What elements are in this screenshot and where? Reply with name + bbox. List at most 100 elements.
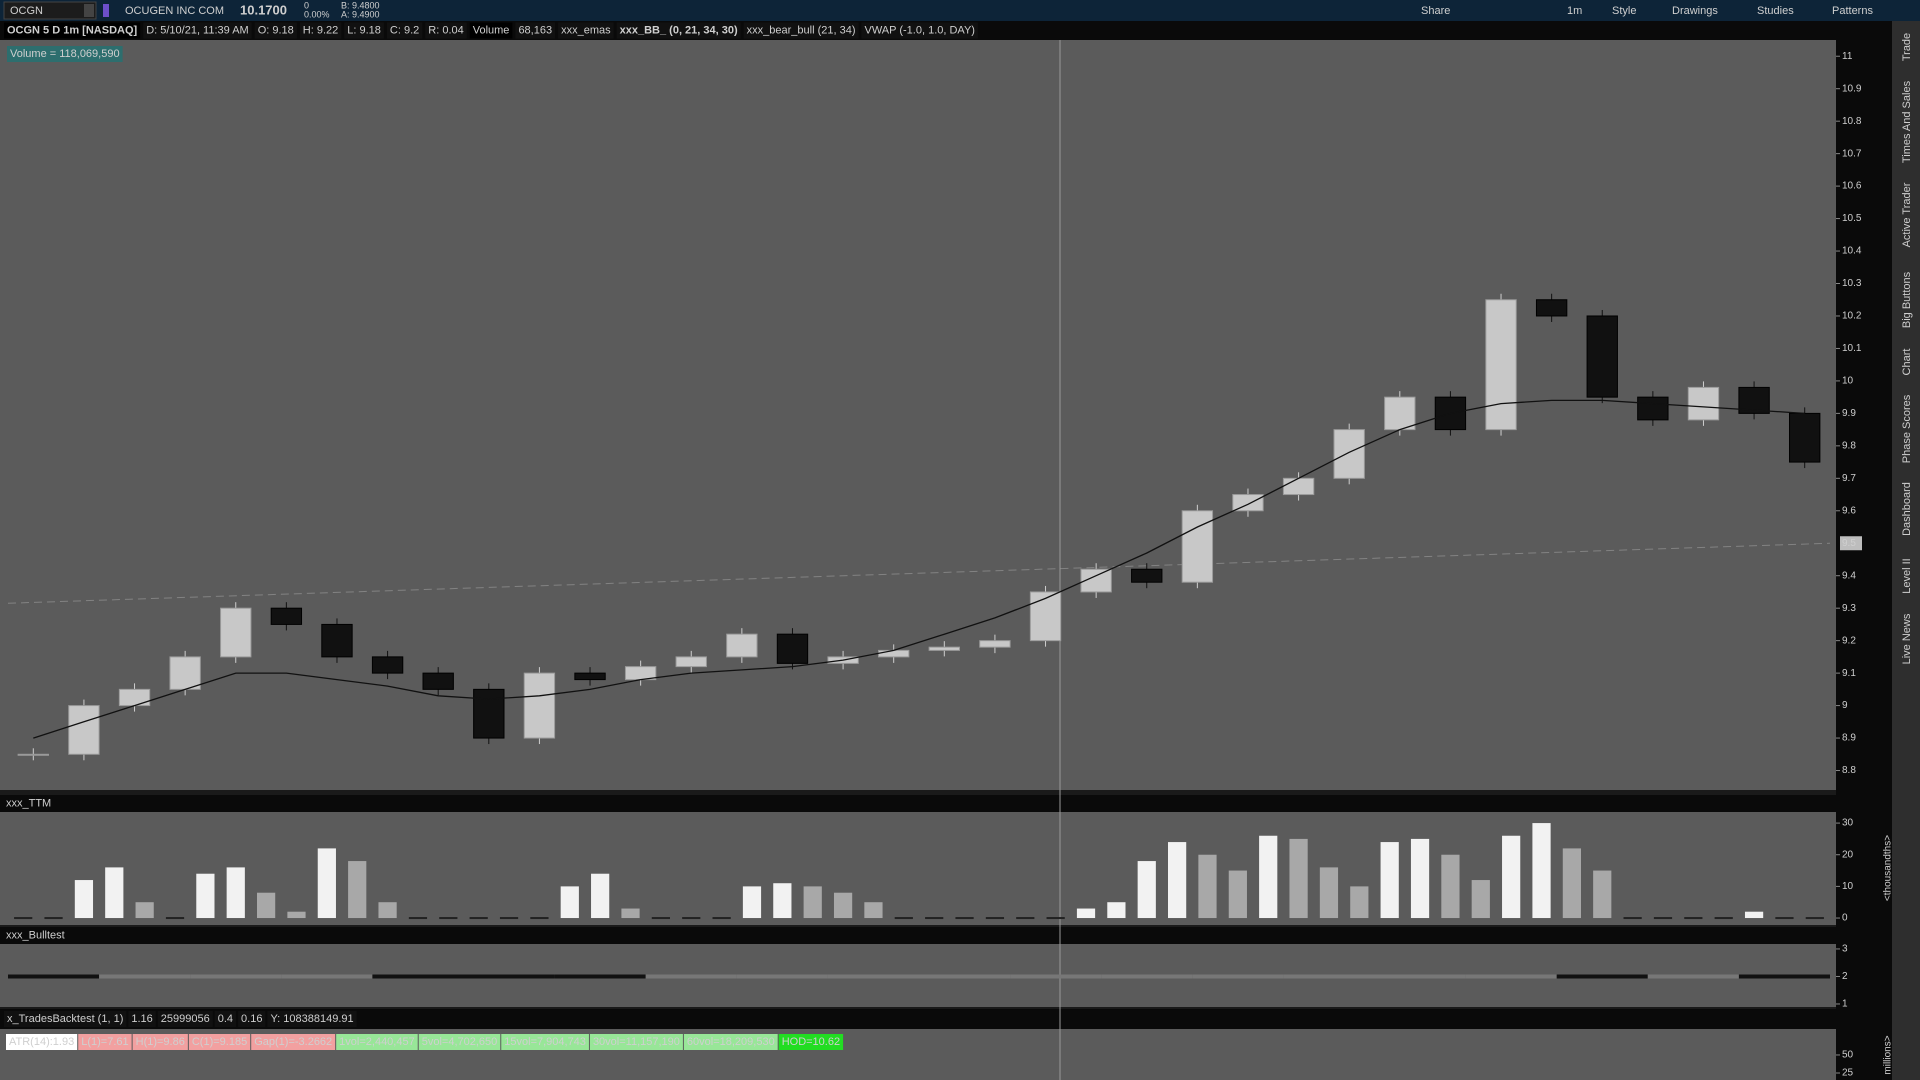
ttm-bar xyxy=(1016,917,1035,920)
net-change: 0 xyxy=(304,0,309,10)
y-tick-label: 9.9 xyxy=(1842,408,1856,419)
side-tab[interactable]: Times And Sales xyxy=(1901,80,1913,163)
study-label-bg xyxy=(418,1034,501,1050)
y-tick-label: 11 xyxy=(1842,51,1853,62)
ttm-bar xyxy=(499,917,519,920)
price-axis xyxy=(1836,21,1892,1080)
study-label: ATR(14):1.93 xyxy=(9,1036,74,1048)
ttm-bar xyxy=(591,873,610,919)
backtest-bar xyxy=(0,1009,1836,1029)
y-tick-label: 10.6 xyxy=(1842,181,1862,192)
ttm-bar xyxy=(742,886,762,919)
toolbar-button[interactable]: Style xyxy=(1612,5,1636,17)
ttm-pane xyxy=(0,812,1836,925)
candle xyxy=(1637,396,1669,421)
y-tick-label: 10.1 xyxy=(1842,343,1862,354)
ohlc-value: C: 9.2 xyxy=(390,24,419,36)
side-tab[interactable]: Level II xyxy=(1901,558,1913,593)
y-tick-label: 50 xyxy=(1842,1050,1854,1061)
volume-label: Volume xyxy=(473,24,510,36)
ttm-bar xyxy=(1198,854,1217,919)
ttm-bar xyxy=(1593,870,1612,919)
ttm-bar xyxy=(1684,917,1703,920)
candle xyxy=(270,607,303,625)
ttm-bar xyxy=(1653,917,1673,920)
ttm-bar xyxy=(1532,823,1551,919)
y-tick-label: 9.7 xyxy=(1842,473,1856,484)
ohlc-value-bg xyxy=(254,22,297,39)
company-name: OCUGEN INC COM xyxy=(125,5,224,17)
candle xyxy=(1232,494,1264,512)
backtest-value-bg xyxy=(157,1011,213,1027)
toolbar-button[interactable]: Share xyxy=(1421,5,1450,17)
candle xyxy=(1485,299,1517,431)
y-tick-label: 9 xyxy=(1842,700,1848,711)
candle xyxy=(1789,412,1821,463)
ttm-bar xyxy=(955,917,974,920)
ema-line xyxy=(33,399,1805,739)
side-tab[interactable]: Phase Scores xyxy=(1901,394,1913,463)
y-tick-label: 8.9 xyxy=(1842,733,1856,744)
symbol-dropdown[interactable] xyxy=(84,4,94,17)
bid: B: 9.4800 xyxy=(341,0,380,10)
candle xyxy=(1080,568,1112,593)
ttm-bar xyxy=(621,908,640,919)
ttm-bar xyxy=(560,886,579,919)
side-tab[interactable]: Chart xyxy=(1901,349,1913,376)
study-label: C(1)=9.185 xyxy=(192,1036,247,1048)
ttm-bar xyxy=(1805,917,1824,920)
ttm-bar xyxy=(1289,838,1308,919)
toolbar-button[interactable]: Drawings xyxy=(1672,5,1718,17)
pct-change: 0.00% xyxy=(304,9,330,19)
ttm-bar xyxy=(712,917,731,920)
study-label: 30vol=11,157,190 xyxy=(593,1036,680,1048)
side-tab[interactable]: Big Buttons xyxy=(1901,271,1913,328)
ohlc-value-bg xyxy=(299,22,342,39)
ttm-bar xyxy=(1775,917,1794,920)
study-label-bg xyxy=(589,1034,683,1050)
ttm-bar xyxy=(74,880,94,919)
backtest-value-bg xyxy=(267,1011,357,1027)
bar-date-bg xyxy=(143,22,252,39)
ttm-bar xyxy=(439,917,458,920)
candle xyxy=(675,656,707,668)
candle xyxy=(1282,477,1315,496)
side-tab[interactable]: Active Trader xyxy=(1901,182,1913,247)
bulltest-header xyxy=(0,927,1836,944)
price-pane xyxy=(0,40,1836,790)
symbol[interactable]: OCGN xyxy=(10,5,43,17)
ttm-bar xyxy=(135,902,154,919)
backtest-value: 0.16 xyxy=(241,1013,262,1025)
ttm-bar xyxy=(530,917,549,920)
ohlc-value-bg xyxy=(386,22,423,39)
y-tick-label: 10.4 xyxy=(1842,246,1862,257)
toolbar-button[interactable]: 1m xyxy=(1567,5,1582,17)
study-label-bg xyxy=(188,1034,251,1050)
ttm-bar xyxy=(1137,861,1156,919)
ttm-bar xyxy=(1471,880,1490,919)
side-tab[interactable]: Live News xyxy=(1901,613,1913,664)
candle xyxy=(1131,568,1163,583)
ttm-bar xyxy=(165,917,185,920)
ttm-bar xyxy=(257,892,276,919)
ttm-bar xyxy=(651,917,670,920)
study-label: 60vol=18,209,530 xyxy=(687,1036,775,1048)
study-label-bg xyxy=(501,1034,589,1050)
y-tick-label: 3 xyxy=(1842,944,1848,955)
side-tab[interactable]: Dashboard xyxy=(1901,482,1913,536)
side-tab[interactable]: Trade xyxy=(1901,33,1913,61)
toolbar-button[interactable]: Patterns xyxy=(1832,5,1873,17)
link-icon[interactable] xyxy=(103,4,109,17)
chart-title: OCGN 5 D 1m [NASDAQ] xyxy=(7,24,138,36)
toolbar-button[interactable]: Studies xyxy=(1757,5,1794,17)
backtest-value-bg xyxy=(238,1011,266,1027)
symbol-box[interactable] xyxy=(3,1,97,20)
volume-badge: Volume = 118,069,590 xyxy=(10,48,120,60)
study-name: xxx_bear_bull (21, 34) xyxy=(747,24,856,36)
ttm-bar xyxy=(378,902,397,919)
y-tick-label: 10.7 xyxy=(1842,148,1862,159)
study-label-bg xyxy=(251,1034,336,1050)
y-tick-label: 9.8 xyxy=(1842,440,1856,451)
y-tick-label: 9.4 xyxy=(1842,570,1856,581)
